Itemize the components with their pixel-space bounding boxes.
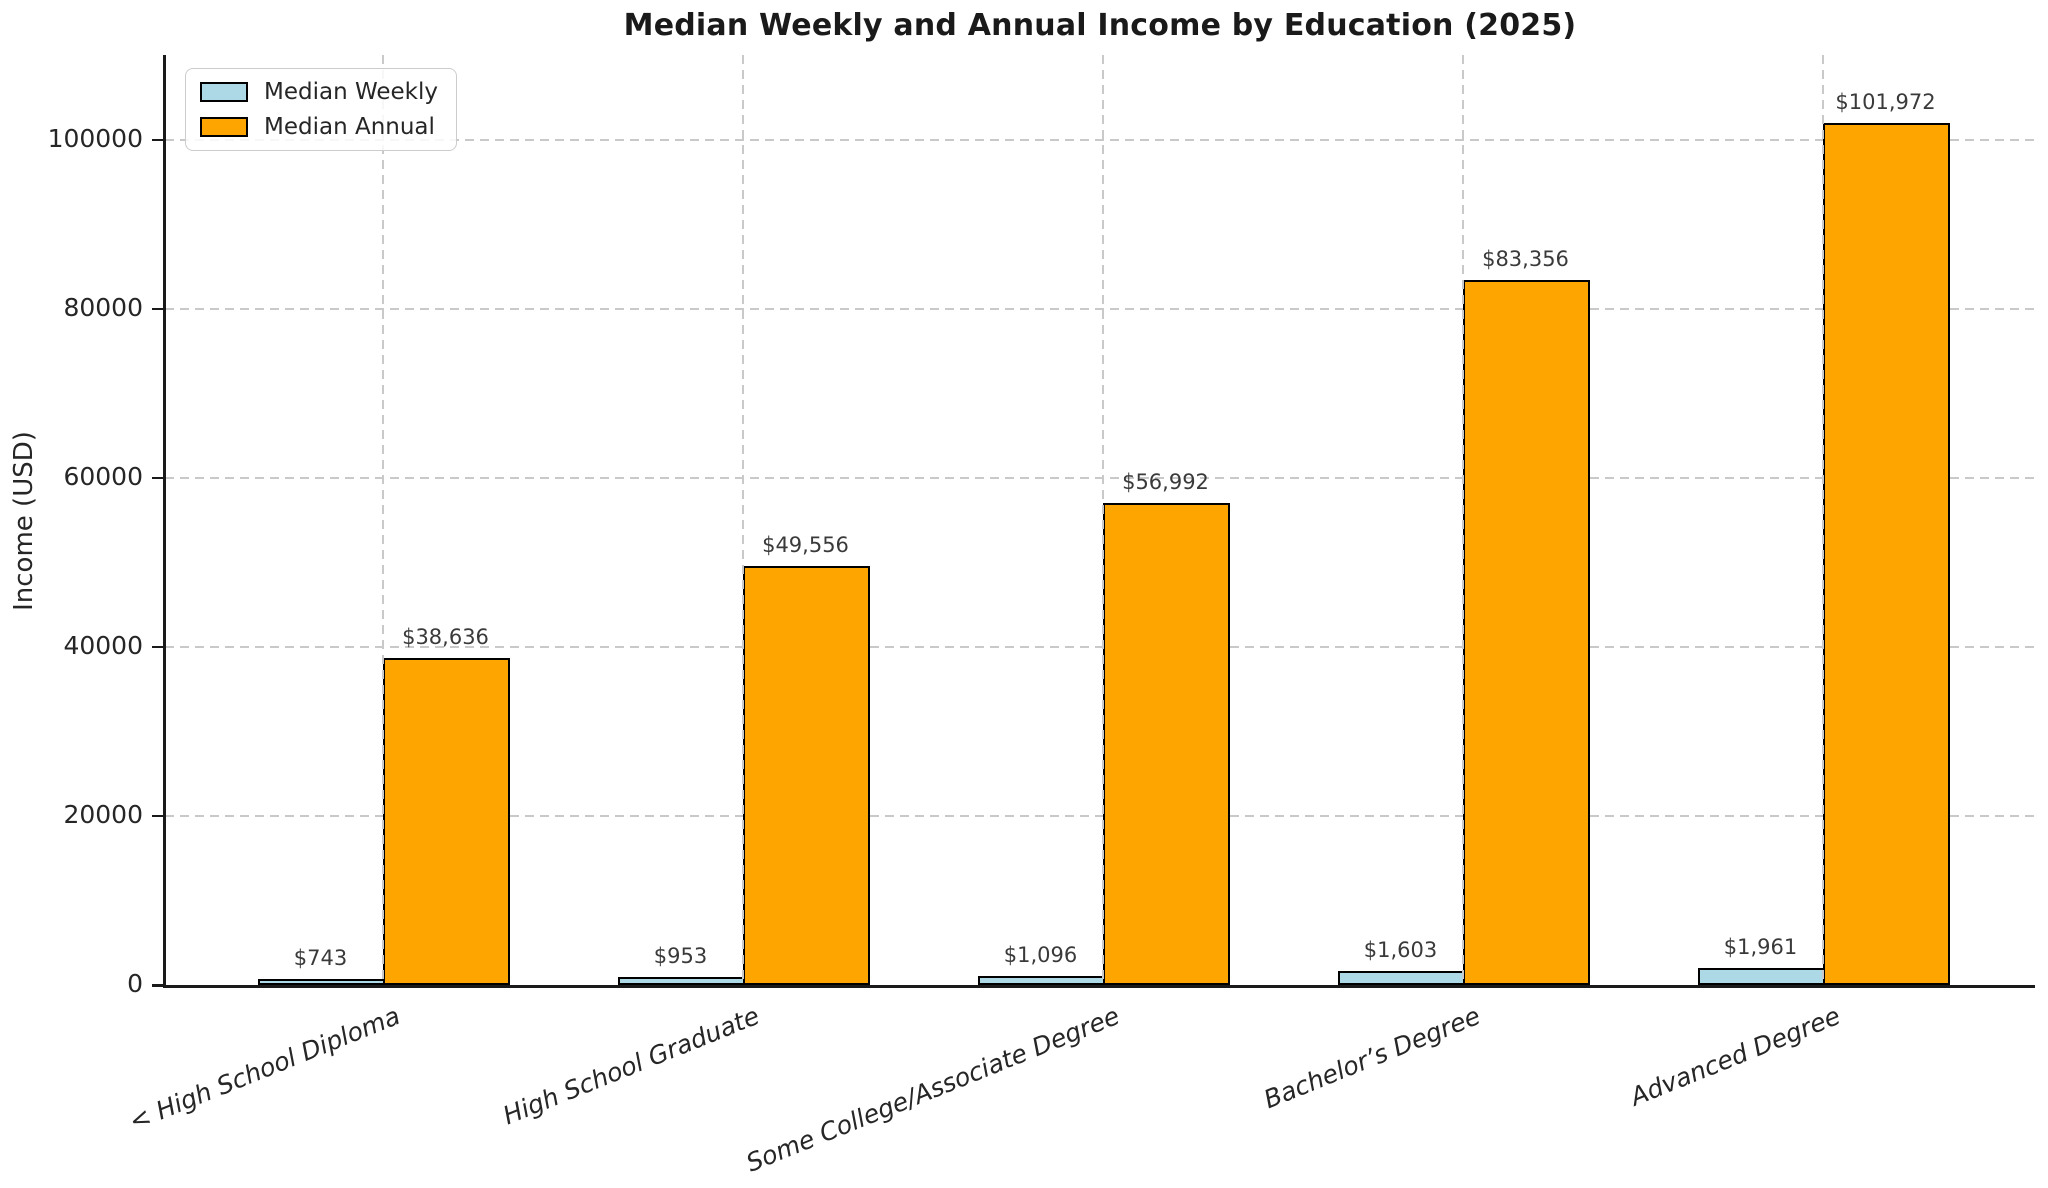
x-tick-label: < High School Diploma	[124, 1001, 404, 1137]
bar-weekly	[258, 978, 385, 985]
bar-value-label: $1,096	[1003, 942, 1078, 967]
y-tick-mark	[152, 984, 165, 987]
gridline-x	[742, 55, 744, 985]
gridline-y	[165, 138, 2035, 141]
gridline-y	[165, 476, 2035, 479]
gridline-y	[165, 814, 2035, 817]
legend-item: Median Weekly	[200, 79, 438, 105]
bar-annual	[743, 566, 870, 985]
bar-annual	[1823, 122, 1950, 985]
gridline-x	[1462, 55, 1464, 985]
bar-value-label: $743	[293, 945, 348, 970]
y-tick-label: 100000	[47, 123, 143, 153]
y-tick-label: 60000	[63, 461, 143, 491]
bar-value-label: $56,992	[1122, 470, 1209, 495]
bar-annual	[1463, 280, 1590, 985]
x-tick-label: High School Graduate	[499, 1001, 764, 1131]
bar-value-label: $83,356	[1482, 247, 1569, 272]
gridline-x	[382, 55, 384, 985]
bar-weekly	[1698, 968, 1825, 985]
y-tick-label: 40000	[63, 630, 143, 660]
y-tick-mark	[152, 138, 165, 142]
y-tick-mark	[152, 814, 165, 818]
legend: Median Weekly Median Annual	[185, 68, 457, 151]
bar-annual	[383, 658, 510, 985]
plot-area: $743 $38,636 $953 $49,556 $1,096 $56,992 $1,60…	[165, 55, 2035, 985]
y-tick-mark	[152, 307, 165, 311]
y-tick-label: 0	[127, 969, 143, 998]
y-tick-label: 20000	[63, 799, 143, 829]
chart-title: Median Weekly and Annual Income by Educa…	[623, 8, 1577, 43]
bar-value-label: $1,603	[1363, 938, 1438, 963]
bar-value-label: $101,972	[1835, 89, 1936, 114]
legend-swatch-median-weekly	[200, 82, 248, 102]
bar-value-label: $953	[653, 943, 708, 968]
gridline-x	[1102, 55, 1104, 985]
y-tick-mark	[152, 476, 165, 480]
legend-swatch-median-annual	[200, 117, 248, 137]
gridline-x	[1822, 55, 1824, 985]
bar-value-label: $49,556	[762, 533, 849, 558]
y-tick-mark	[152, 645, 165, 649]
bar-weekly	[618, 976, 745, 985]
bar-value-label: $1,961	[1723, 935, 1798, 960]
x-axis-spine	[163, 985, 2035, 988]
y-tick-label: 80000	[63, 292, 143, 322]
x-tick-label: Bachelor’s Degree	[1259, 1001, 1484, 1115]
bar-weekly	[1338, 971, 1465, 985]
legend-label: Median Annual	[264, 114, 435, 140]
gridline-y	[165, 307, 2035, 310]
bar-weekly	[978, 975, 1105, 985]
x-tick-label: Some College/Associate Degree	[742, 1001, 1124, 1178]
y-axis-spine	[163, 55, 166, 987]
x-tick-label: Advanced Degree	[1625, 1001, 1844, 1112]
bar-value-label: $38,636	[402, 625, 489, 650]
legend-label: Median Weekly	[264, 79, 438, 105]
gridline-y	[165, 645, 2035, 648]
y-axis-label: Income (USD)	[9, 431, 39, 611]
legend-item: Median Annual	[200, 114, 438, 140]
bar-annual	[1103, 503, 1230, 985]
